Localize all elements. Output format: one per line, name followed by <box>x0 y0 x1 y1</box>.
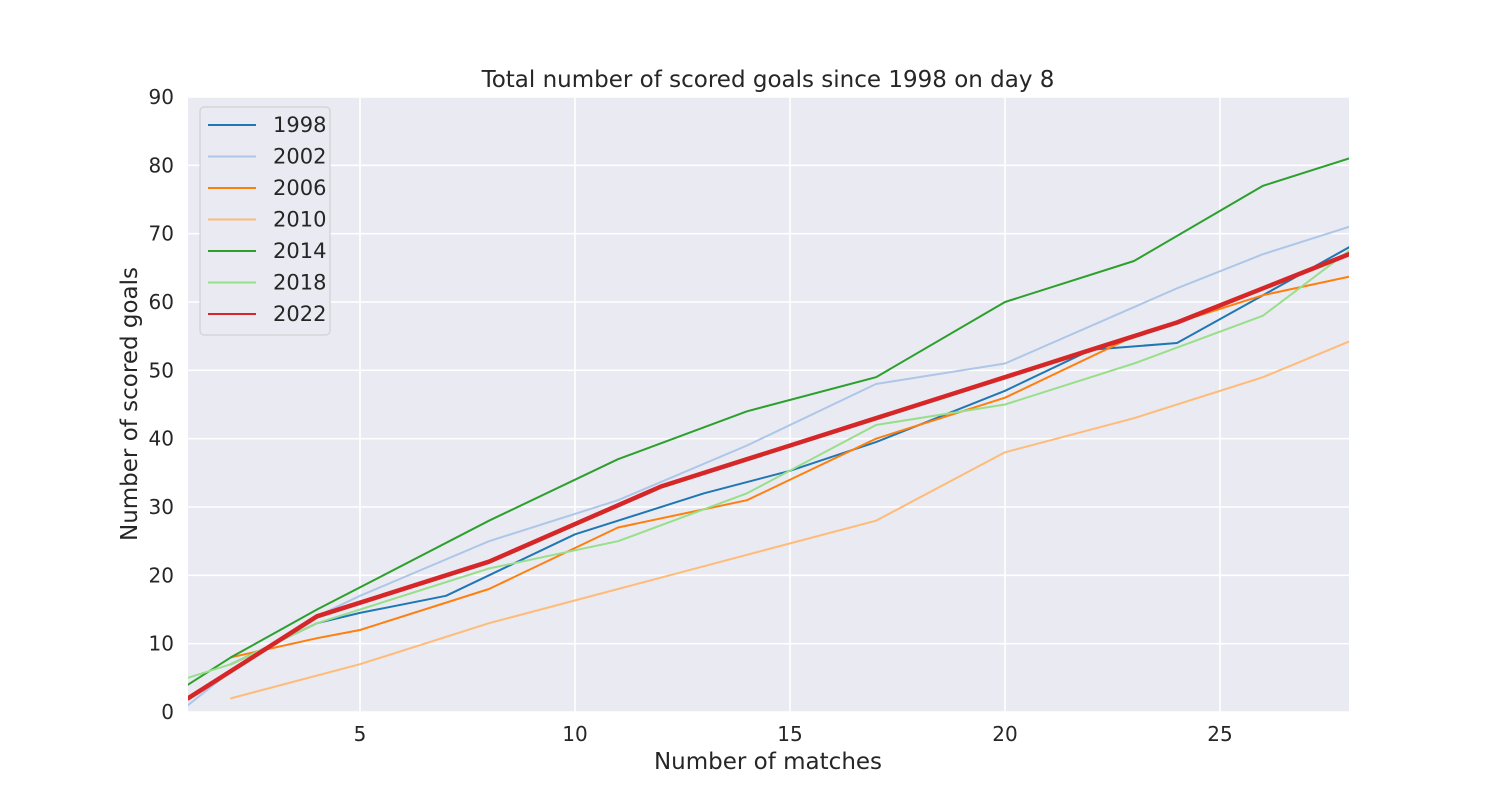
y-tick-label: 50 <box>149 358 174 382</box>
legend-label-2018: 2018 <box>273 271 326 295</box>
legend-label-2006: 2006 <box>273 176 326 200</box>
legend-label-2022: 2022 <box>273 302 326 326</box>
y-axis-ticks: 0 10 20 30 40 50 60 70 80 90 <box>149 85 174 724</box>
y-axis-label: Number of scored goals <box>117 267 143 541</box>
x-tick-label: 5 <box>354 722 367 746</box>
legend-label-2010: 2010 <box>273 208 326 232</box>
legend-label-2002: 2002 <box>273 145 326 169</box>
legend: 1998 2002 2006 2010 2014 2018 2022 <box>199 106 331 336</box>
series-line-2014 <box>188 157 1349 686</box>
series-line-1998 <box>230 246 1349 666</box>
x-tick-label: 25 <box>1207 722 1232 746</box>
y-tick-label: 80 <box>149 153 174 177</box>
series-lines <box>188 157 1349 707</box>
x-tick-label: 15 <box>777 722 802 746</box>
y-tick-label: 0 <box>161 700 174 724</box>
x-tick-label: 10 <box>562 722 587 746</box>
y-tick-label: 90 <box>149 85 174 109</box>
chart-title: Total number of scored goals since 1998 … <box>481 67 1055 93</box>
legend-label-2014: 2014 <box>273 239 326 263</box>
y-tick-label: 10 <box>149 632 174 656</box>
x-axis-ticks: 5 10 15 20 25 <box>354 722 1233 746</box>
series-line-2010 <box>230 340 1349 700</box>
y-tick-label: 30 <box>149 495 174 519</box>
y-tick-label: 20 <box>149 563 174 587</box>
legend-box <box>199 106 331 336</box>
y-tick-label: 40 <box>149 427 174 451</box>
y-tick-label: 70 <box>149 222 174 246</box>
series-line-2022 <box>188 251 1349 701</box>
y-tick-label: 60 <box>149 290 174 314</box>
x-tick-label: 20 <box>992 722 1017 746</box>
x-axis-label: Number of matches <box>654 749 882 775</box>
legend-label-1998: 1998 <box>273 113 326 137</box>
